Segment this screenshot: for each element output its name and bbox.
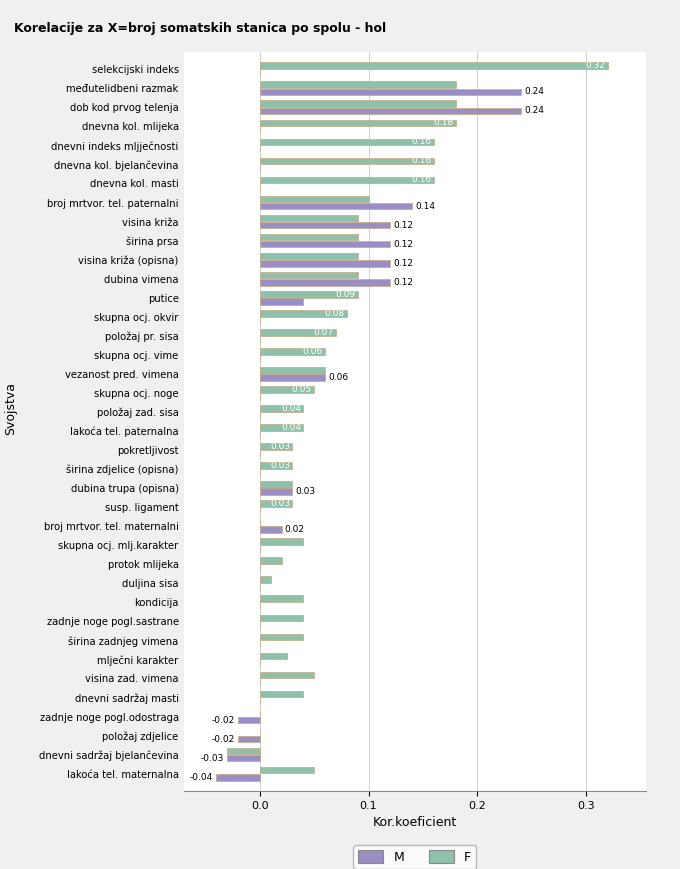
Bar [260, 488, 292, 495]
Bar [238, 736, 260, 742]
Bar [260, 527, 282, 533]
Bar [260, 298, 303, 304]
Text: 0.09: 0.09 [335, 289, 356, 299]
Text: 0.02: 0.02 [285, 525, 305, 534]
Bar [260, 101, 456, 107]
Bar [260, 89, 521, 96]
Text: 0.03: 0.03 [270, 442, 290, 451]
Bar [260, 241, 390, 248]
Bar [260, 279, 390, 286]
Text: 0.18: 0.18 [433, 118, 454, 128]
Text: 0.08: 0.08 [324, 308, 345, 318]
Bar [216, 774, 260, 780]
Bar [260, 481, 292, 488]
Text: 0.03: 0.03 [296, 488, 316, 496]
Bar [260, 120, 456, 126]
Text: -0.04: -0.04 [190, 773, 213, 782]
Bar [260, 138, 434, 145]
Text: 0.32: 0.32 [585, 61, 606, 70]
Bar [260, 595, 303, 602]
Bar [260, 215, 358, 222]
Bar [260, 82, 456, 88]
Bar [260, 443, 292, 450]
Text: 0.04: 0.04 [281, 423, 301, 432]
Bar [260, 108, 521, 114]
Bar [260, 672, 314, 679]
Bar [260, 329, 336, 335]
Bar [260, 202, 412, 209]
Text: 0.24: 0.24 [524, 87, 544, 96]
Bar [227, 747, 260, 754]
Text: 0.04: 0.04 [281, 404, 301, 413]
Bar [260, 614, 303, 621]
Bar [260, 157, 434, 164]
Bar [260, 386, 314, 393]
Text: -0.02: -0.02 [211, 734, 235, 744]
Legend: M, F: M, F [354, 845, 476, 869]
Bar [260, 691, 303, 697]
Text: 0.16: 0.16 [411, 176, 432, 184]
Bar [260, 222, 390, 229]
Text: 0.24: 0.24 [524, 106, 544, 116]
Bar [260, 539, 303, 545]
Bar [260, 253, 358, 260]
Bar [227, 755, 260, 761]
Text: 0.06: 0.06 [328, 373, 348, 381]
Bar [260, 557, 282, 564]
Bar [260, 501, 292, 507]
Text: Korelacije za X=broj somatskih stanica po spolu - hol: Korelacije za X=broj somatskih stanica p… [14, 22, 386, 35]
Bar [260, 310, 347, 316]
Text: Svojstva: Svojstva [3, 382, 17, 434]
Text: 0.14: 0.14 [415, 202, 435, 210]
Text: 0.06: 0.06 [303, 347, 323, 355]
Bar [260, 234, 358, 241]
Bar [260, 374, 325, 381]
Bar [260, 405, 303, 412]
Bar [260, 634, 303, 640]
Text: 0.16: 0.16 [411, 137, 432, 146]
Bar [260, 576, 271, 583]
Bar [260, 653, 287, 660]
Text: 0.12: 0.12 [394, 240, 413, 249]
Text: 0.12: 0.12 [394, 221, 413, 229]
Bar [260, 196, 369, 202]
Text: -0.03: -0.03 [201, 753, 224, 763]
Text: 0.16: 0.16 [411, 156, 432, 165]
Text: 0.03: 0.03 [270, 461, 290, 470]
Bar [260, 176, 434, 183]
Bar [260, 260, 390, 267]
Bar [260, 424, 303, 431]
Bar [260, 272, 358, 278]
Text: 0.12: 0.12 [394, 278, 413, 287]
X-axis label: Kor.koeficient: Kor.koeficient [373, 816, 457, 829]
Bar [238, 717, 260, 723]
Bar [260, 291, 358, 297]
Bar [260, 367, 325, 374]
Bar [260, 462, 292, 469]
Text: 0.05: 0.05 [292, 385, 312, 394]
Bar [260, 766, 314, 773]
Text: 0.07: 0.07 [313, 328, 334, 337]
Text: -0.02: -0.02 [211, 715, 235, 725]
Text: 0.12: 0.12 [394, 259, 413, 268]
Bar [260, 63, 608, 69]
Text: 0.03: 0.03 [270, 499, 290, 508]
Bar [260, 348, 325, 355]
